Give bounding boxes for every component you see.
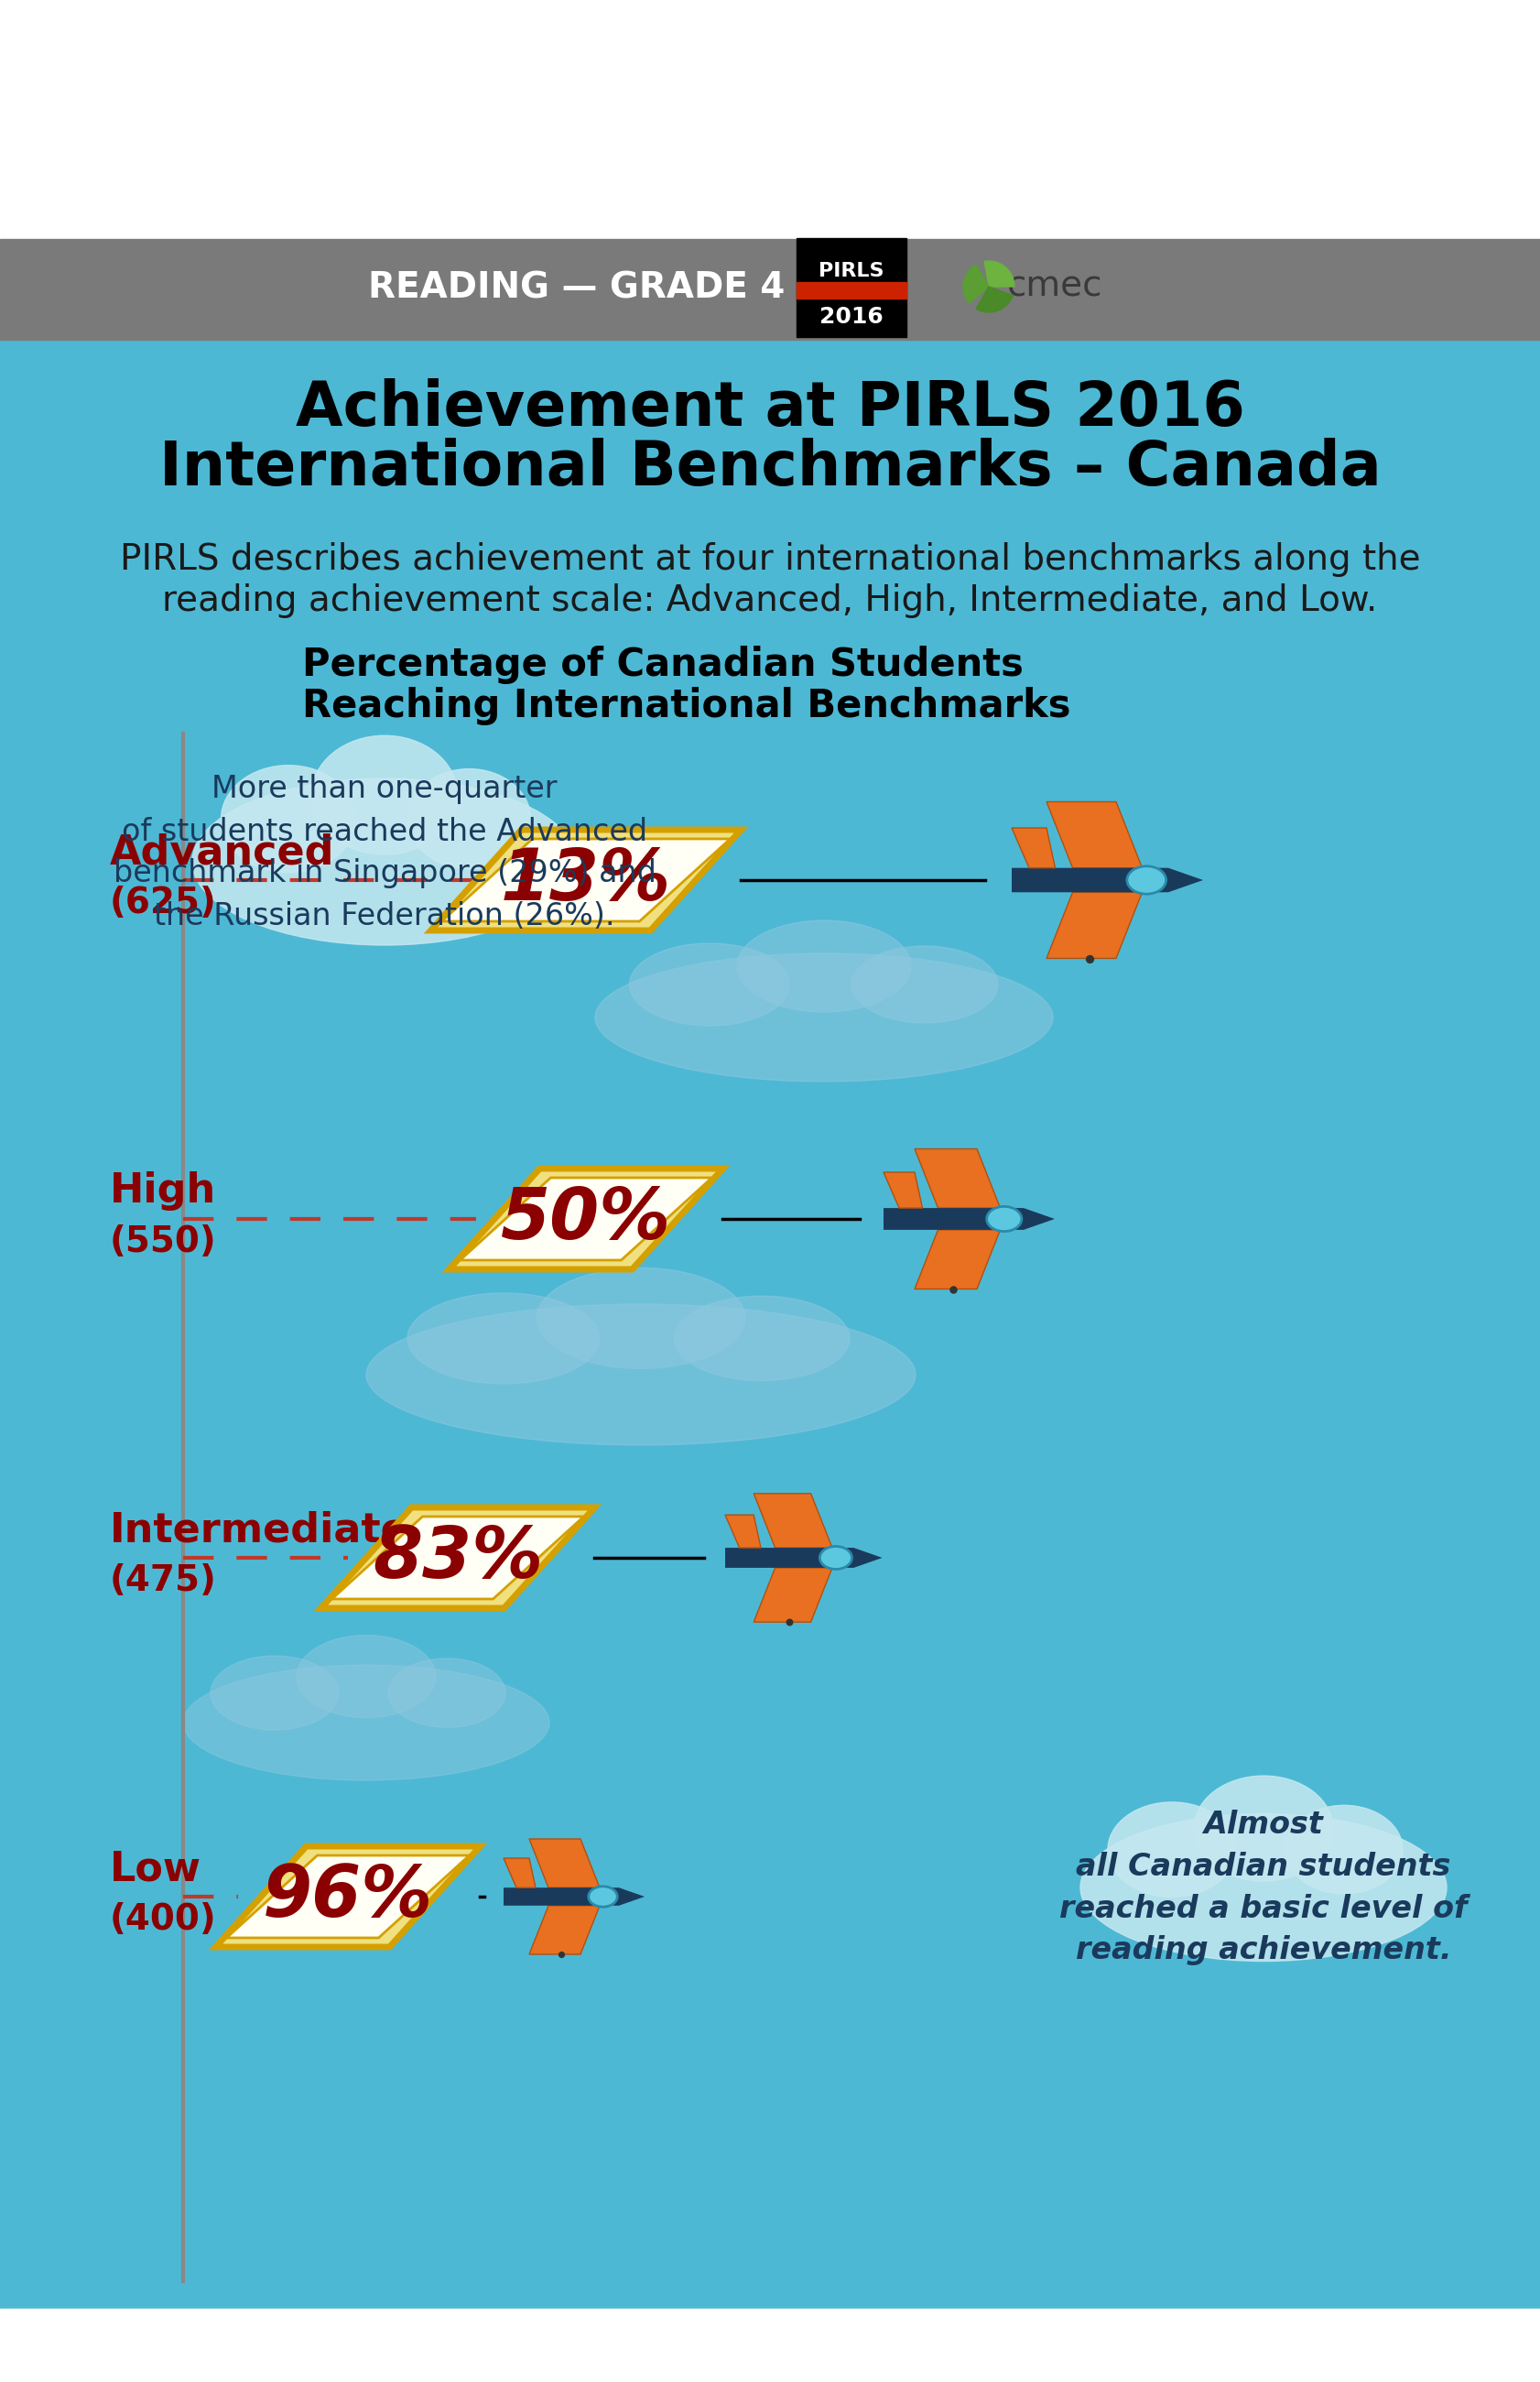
Text: cmec: cmec [1007, 269, 1103, 305]
Text: 50%: 50% [500, 1184, 671, 1253]
Ellipse shape [628, 943, 788, 1027]
Text: reading achievement scale: Advanced, High, Intermediate, and Low.: reading achievement scale: Advanced, Hig… [162, 584, 1377, 619]
Text: International Benchmarks – Canada: International Benchmarks – Canada [159, 438, 1380, 498]
Bar [796, 281, 906, 298]
Ellipse shape [1107, 1803, 1235, 1896]
Polygon shape [216, 1846, 480, 1946]
FancyArrow shape [882, 1208, 1053, 1229]
Polygon shape [431, 829, 741, 931]
Polygon shape [528, 1906, 599, 1953]
FancyArrow shape [1012, 867, 1203, 893]
Ellipse shape [536, 1267, 745, 1370]
Ellipse shape [183, 1665, 550, 1779]
Text: PIRLS describes achievement at four international benchmarks along the: PIRLS describes achievement at four inte… [120, 543, 1420, 576]
Polygon shape [448, 1170, 722, 1270]
Ellipse shape [594, 953, 1052, 1081]
Text: Almost
all Canadian students
reached a basic level of
reading achievement.: Almost all Canadian students reached a b… [1060, 1810, 1466, 1965]
Text: Reaching International Benchmarks: Reaching International Benchmarks [302, 686, 1070, 724]
Polygon shape [528, 1839, 599, 1887]
Polygon shape [1046, 803, 1141, 867]
Ellipse shape [1284, 1806, 1401, 1894]
Ellipse shape [211, 1655, 339, 1729]
Ellipse shape [367, 1303, 915, 1446]
FancyArrow shape [725, 1548, 882, 1567]
Text: (400): (400) [109, 1903, 217, 1937]
Ellipse shape [852, 946, 998, 1022]
Ellipse shape [408, 769, 530, 869]
Ellipse shape [297, 1636, 436, 1717]
Text: READING — GRADE 4: READING — GRADE 4 [368, 272, 785, 305]
Ellipse shape [986, 1205, 1021, 1231]
Polygon shape [226, 1856, 470, 1939]
Ellipse shape [673, 1296, 849, 1382]
Ellipse shape [388, 1658, 505, 1727]
Polygon shape [725, 1515, 761, 1548]
Text: 83%: 83% [373, 1522, 542, 1594]
Ellipse shape [311, 736, 457, 855]
Ellipse shape [588, 1887, 618, 1908]
Text: Intermediate: Intermediate [109, 1510, 408, 1551]
Text: (625): (625) [109, 886, 217, 919]
Polygon shape [915, 1229, 999, 1289]
Wedge shape [984, 262, 1013, 286]
Text: 96%: 96% [262, 1863, 433, 1932]
Text: Low: Low [109, 1848, 202, 1889]
Polygon shape [753, 1567, 832, 1622]
Bar [796, 238, 906, 336]
Ellipse shape [1080, 1813, 1446, 1960]
Bar [0, 341, 1540, 2382]
Text: (550): (550) [109, 1224, 217, 1260]
Ellipse shape [1126, 867, 1166, 893]
Ellipse shape [192, 779, 576, 946]
Ellipse shape [736, 919, 910, 1012]
Text: 13%: 13% [500, 846, 671, 915]
Polygon shape [1012, 829, 1055, 867]
Text: PIRLS: PIRLS [818, 262, 884, 281]
Polygon shape [915, 1148, 999, 1208]
FancyArrow shape [504, 1887, 644, 1906]
Wedge shape [975, 286, 1012, 312]
Text: 2016: 2016 [819, 305, 882, 329]
Polygon shape [504, 1858, 536, 1887]
Ellipse shape [1194, 1777, 1332, 1882]
Polygon shape [460, 1177, 711, 1260]
Polygon shape [331, 1517, 584, 1598]
Bar [0, 2308, 1540, 2382]
Ellipse shape [407, 1293, 599, 1384]
Polygon shape [442, 838, 730, 922]
Text: Percentage of Canadian Students: Percentage of Canadian Students [302, 646, 1023, 684]
Ellipse shape [819, 1546, 852, 1570]
Polygon shape [753, 1494, 832, 1548]
Text: High: High [109, 1172, 216, 1210]
Text: More than one-quarter
of students reached the Advanced
benchmark in Singapore (2: More than one-quarter of students reache… [112, 774, 656, 931]
Text: (475): (475) [109, 1563, 217, 1598]
Text: Advanced: Advanced [109, 834, 334, 872]
Text: Achievement at PIRLS 2016: Achievement at PIRLS 2016 [296, 379, 1244, 438]
Polygon shape [882, 1172, 922, 1208]
Polygon shape [320, 1508, 594, 1608]
Bar [0, 0, 1540, 238]
Bar [0, 238, 1540, 341]
Wedge shape [962, 264, 989, 303]
Polygon shape [1046, 893, 1141, 958]
Ellipse shape [220, 765, 356, 872]
